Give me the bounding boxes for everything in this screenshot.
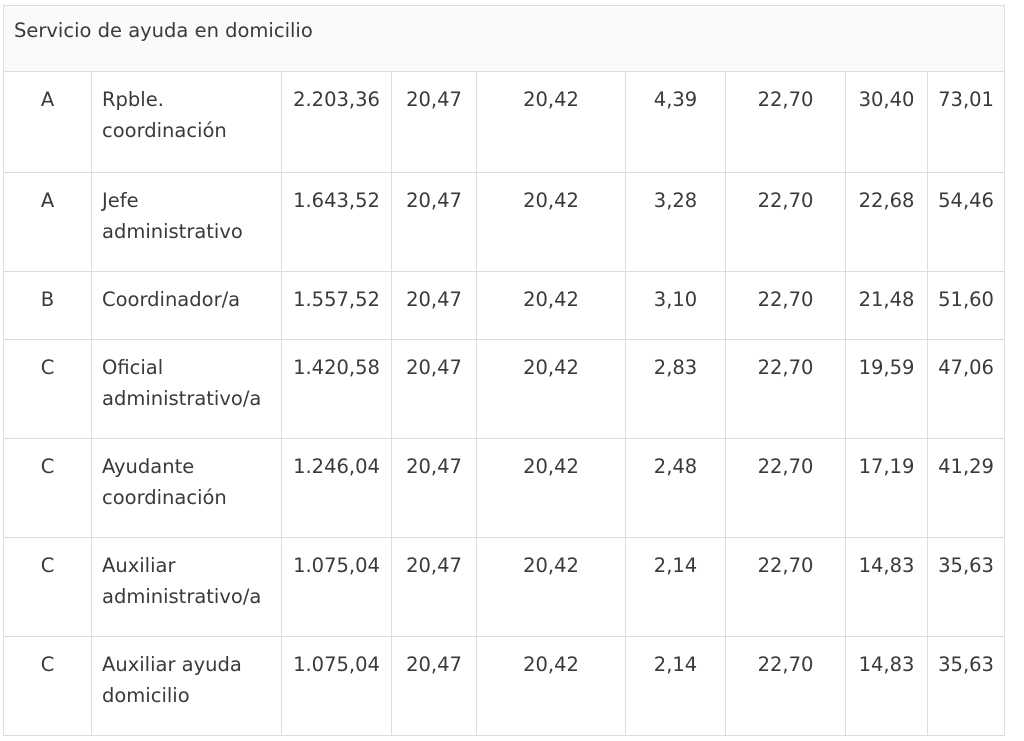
position-cell: Coordinador/a (91, 271, 282, 340)
position-cell: Oficial administrativo/a (91, 339, 282, 439)
table-row: B Coordinador/a 1.557,52 20,47 20,42 3,10 22,7… (3, 271, 1006, 340)
value-cell: 1.075,04 (281, 537, 392, 637)
position-line: domicilio (102, 684, 190, 707)
value-cell: 21,48 (845, 271, 928, 340)
value-cell: 30,40 (845, 71, 928, 173)
position-cell: Auxiliar administrativo/a (91, 537, 282, 637)
section-header-row: Servicio de ayuda en domicilio (2, 5, 1006, 72)
category-cell: C (3, 636, 92, 736)
value-cell: 3,10 (625, 271, 726, 340)
value-cell: 20,42 (476, 339, 626, 439)
value-cell: 19,59 (845, 339, 928, 439)
section-title: Servicio de ayuda en domicilio (2, 5, 1006, 72)
value-cell: 22,70 (725, 339, 846, 439)
value-cell: 4,39 (625, 71, 726, 173)
value-cell: 14,83 (845, 636, 928, 736)
position-line: Coordinador/a (102, 288, 241, 311)
table-row: C Ayudante coordinación 1.246,04 20,47 20,42 2… (3, 438, 1006, 538)
value-cell: 20,42 (476, 271, 626, 340)
category-cell: C (3, 339, 92, 439)
position-cell: Auxiliar ayuda domicilio (91, 636, 282, 736)
position-line: Oficial (102, 356, 164, 379)
value-cell: 73,01 (926, 71, 1006, 173)
value-cell: 2,83 (625, 339, 726, 439)
table-row: C Auxiliar administrativo/a 1.075,04 20,47 20… (3, 537, 1006, 637)
position-line: coordinación (102, 486, 227, 509)
value-cell: 1.075,04 (281, 636, 392, 736)
value-cell: 22,70 (725, 636, 846, 736)
value-cell: 20,47 (391, 172, 477, 272)
value-cell: 20,47 (391, 339, 477, 439)
value-cell: 20,47 (391, 636, 477, 736)
table-row: C Auxiliar ayuda domicilio 1.075,04 20,47 20,… (3, 636, 1006, 736)
position-line: coordinación (102, 119, 227, 142)
value-cell: 20,42 (476, 438, 626, 538)
category-cell: C (3, 537, 92, 637)
category-cell: A (3, 71, 92, 173)
position-line: Rpble. (102, 88, 164, 111)
position-line: administrativo/a (102, 387, 262, 410)
position-line: Auxiliar (102, 554, 176, 577)
value-cell: 17,19 (845, 438, 928, 538)
value-cell: 1.420,58 (281, 339, 392, 439)
value-cell: 2,14 (625, 636, 726, 736)
position-line: administrativo (102, 220, 243, 243)
value-cell: 20,42 (476, 537, 626, 637)
table-row: C Oficial administrativo/a 1.420,58 20,47 20,… (3, 339, 1006, 439)
value-cell: 22,70 (725, 271, 846, 340)
value-cell: 20,47 (391, 271, 477, 340)
value-cell: 14,83 (845, 537, 928, 637)
position-line: Jefe (102, 189, 139, 212)
value-cell: 20,42 (476, 636, 626, 736)
value-cell: 3,28 (625, 172, 726, 272)
value-cell: 1.643,52 (281, 172, 392, 272)
value-cell: 22,68 (845, 172, 928, 272)
value-cell: 54,46 (926, 172, 1006, 272)
value-cell: 51,60 (926, 271, 1006, 340)
position-line: administrativo/a (102, 585, 262, 608)
category-cell: B (3, 271, 92, 340)
value-cell: 20,47 (391, 438, 477, 538)
value-cell: 20,47 (391, 537, 477, 637)
position-line: Auxiliar ayuda (102, 653, 242, 676)
value-cell: 2.203,36 (281, 71, 392, 173)
value-cell: 2,48 (625, 438, 726, 538)
value-cell: 20,42 (476, 172, 626, 272)
category-cell: A (3, 172, 92, 272)
position-cell: Jefe administrativo (91, 172, 282, 272)
value-cell: 22,70 (725, 537, 846, 637)
value-cell: 1.557,52 (281, 271, 392, 340)
position-cell: Ayudante coordinación (91, 438, 282, 538)
value-cell: 22,70 (725, 172, 846, 272)
value-cell: 22,70 (725, 71, 846, 173)
value-cell: 41,29 (926, 438, 1006, 538)
value-cell: 2,14 (625, 537, 726, 637)
value-cell: 20,47 (391, 71, 477, 173)
category-cell: C (3, 438, 92, 538)
table-row: A Jefe administrativo 1.643,52 20,47 20,42 3,2… (3, 172, 1006, 272)
value-cell: 20,42 (476, 71, 626, 173)
value-cell: 35,63 (926, 636, 1006, 736)
value-cell: 47,06 (926, 339, 1006, 439)
position-line: Ayudante (102, 455, 195, 478)
table-row: A Rpble. coordinación 2.203,36 20,47 20,42 4,3… (3, 71, 1006, 173)
value-cell: 22,70 (725, 438, 846, 538)
value-cell: 35,63 (926, 537, 1006, 637)
position-cell: Rpble. coordinación (91, 71, 282, 173)
value-cell: 1.246,04 (281, 438, 392, 538)
salary-table: Servicio de ayuda en domicilio A Rpble. co… (2, 5, 1006, 736)
